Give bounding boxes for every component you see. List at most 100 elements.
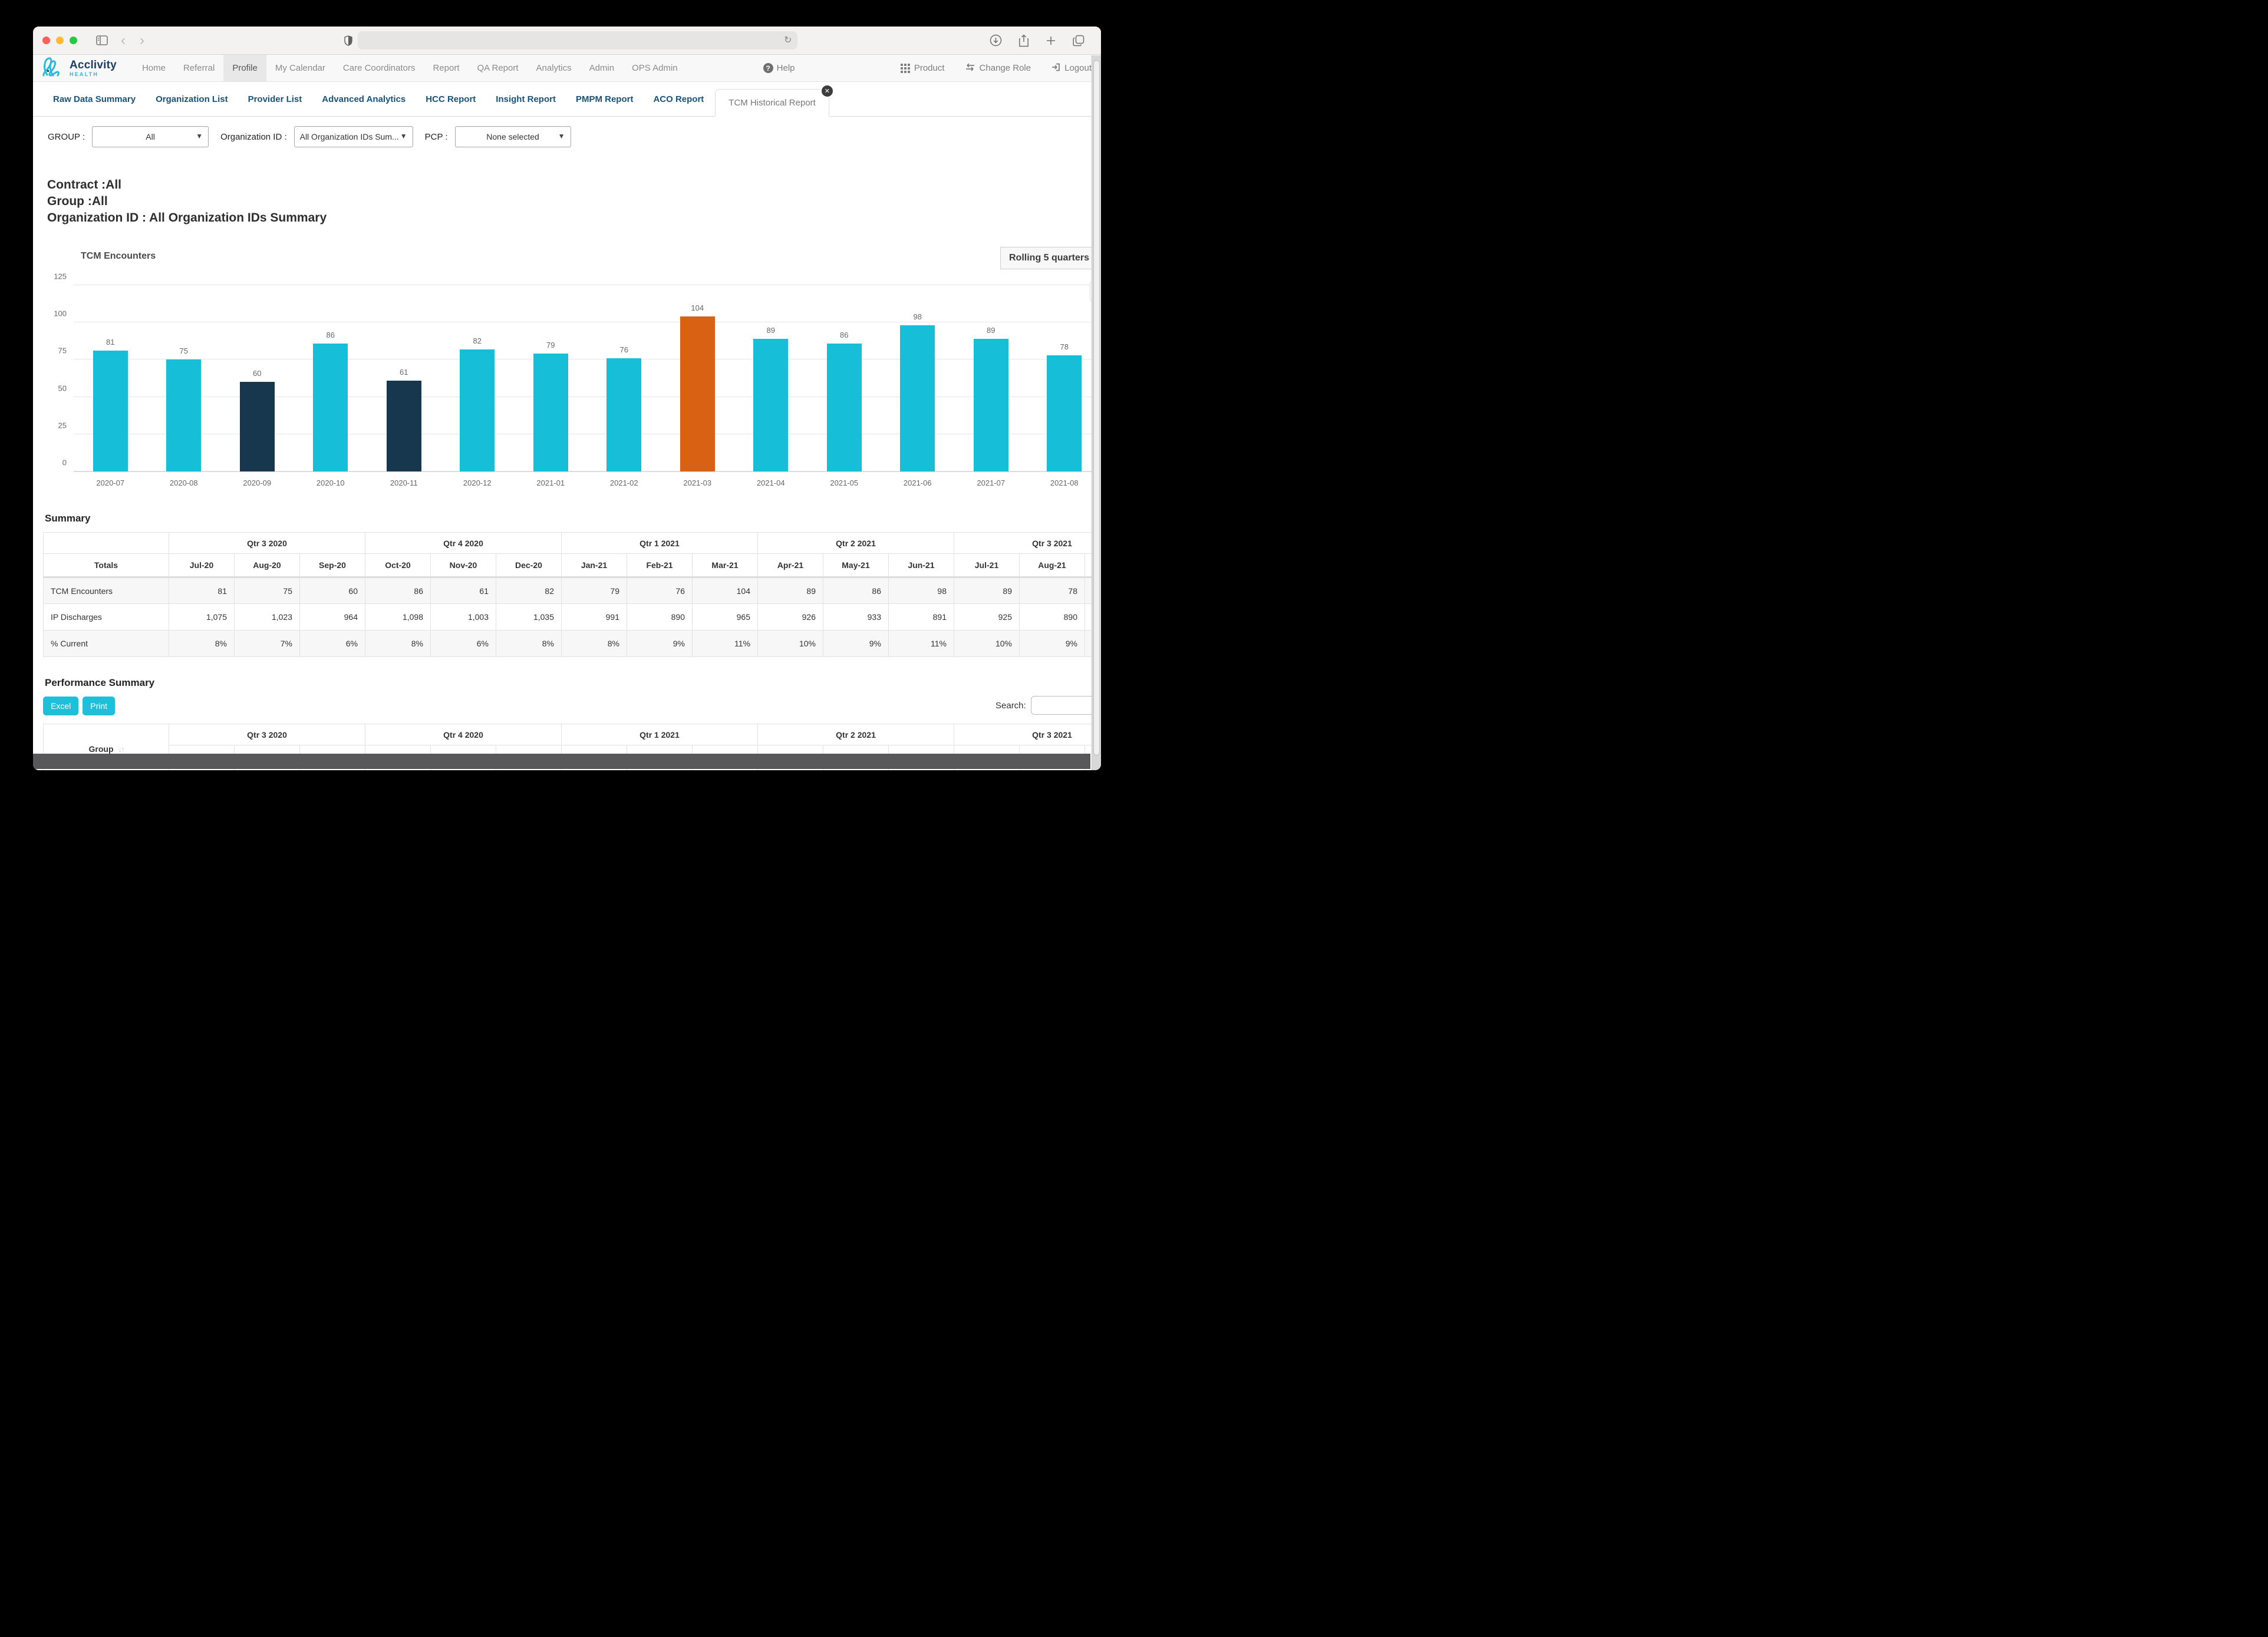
bar-2020-11[interactable] bbox=[386, 380, 421, 471]
nav-item-admin[interactable]: Admin bbox=[589, 63, 615, 73]
tab-advanced-analytics[interactable]: Advanced Analytics bbox=[322, 94, 406, 104]
nav-item-care-coordinators[interactable]: Care Coordinators bbox=[342, 63, 416, 73]
bar-value-label: 76 bbox=[619, 345, 628, 354]
month-label: Nov-20 bbox=[449, 560, 477, 570]
bar-group-2020-12[interactable]: 82 bbox=[441, 336, 515, 471]
print-button[interactable]: Print bbox=[83, 697, 116, 715]
excel-export-button[interactable]: Excel bbox=[43, 697, 79, 715]
bar-group-2021-02[interactable]: 76 bbox=[588, 345, 661, 471]
data-cell-empty bbox=[1084, 630, 1092, 657]
address-bar[interactable]: ↻ bbox=[357, 31, 797, 49]
reload-icon[interactable]: ↻ bbox=[784, 35, 792, 45]
rolling-quarters-button[interactable]: Rolling 5 quarters clai bbox=[1000, 247, 1101, 269]
new-tab-icon[interactable] bbox=[1046, 35, 1056, 46]
month-label: Sep-20 bbox=[319, 560, 346, 570]
bar-2021-02[interactable] bbox=[606, 358, 642, 471]
help-label: Help bbox=[776, 63, 795, 73]
logout-icon bbox=[1051, 62, 1060, 74]
forward-icon[interactable]: › bbox=[140, 32, 144, 48]
bar-2020-12[interactable] bbox=[460, 349, 495, 471]
data-cell: 991 bbox=[561, 603, 627, 631]
nav-item-analytics[interactable]: Analytics bbox=[536, 63, 572, 73]
bar-2021-07[interactable] bbox=[973, 339, 1008, 471]
bar-group-2020-11[interactable]: 61 bbox=[367, 368, 441, 471]
bar-group-2020-09[interactable]: 60 bbox=[220, 369, 294, 471]
pcp-select[interactable]: None selected ▼ bbox=[454, 126, 571, 147]
data-cell: 925 bbox=[954, 603, 1020, 631]
quarter-header-qtr-3-2020: Qtr 3 2020 bbox=[169, 532, 365, 554]
search-input[interactable] bbox=[1030, 696, 1101, 715]
month-label: Dec-20 bbox=[515, 560, 542, 570]
bar-group-2021-03[interactable]: 104 bbox=[661, 303, 734, 471]
change-role-button[interactable]: Change Role bbox=[965, 62, 1031, 74]
horizontal-scrollbar[interactable] bbox=[33, 754, 1090, 769]
sort-icon[interactable]: ↓↑ bbox=[118, 745, 125, 754]
bar-2021-08[interactable] bbox=[1047, 355, 1082, 471]
tab-provider-list[interactable]: Provider List bbox=[248, 94, 302, 104]
close-tab-icon[interactable]: ✕ bbox=[820, 84, 834, 98]
tab-hcc-report[interactable]: HCC Report bbox=[426, 94, 476, 104]
share-icon[interactable] bbox=[1018, 34, 1029, 47]
vertical-scrollbar[interactable] bbox=[1092, 55, 1101, 770]
nav-item-referral[interactable]: Referral bbox=[183, 63, 215, 73]
bar-2020-09[interactable] bbox=[239, 382, 275, 471]
contract-line: Contract :All bbox=[47, 178, 121, 192]
tab-organization-list[interactable]: Organization List bbox=[156, 94, 228, 104]
x-axis-label-2020-09: 2020-09 bbox=[243, 478, 272, 487]
nav-item-ops-admin[interactable]: OPS Admin bbox=[632, 63, 678, 73]
bar-group-2020-10[interactable]: 86 bbox=[294, 331, 368, 471]
tab-tcm-historical-report[interactable]: TCM Historical Report ✕ bbox=[715, 84, 834, 117]
bar-value-label: 98 bbox=[913, 312, 922, 322]
downloads-icon[interactable] bbox=[990, 34, 1002, 47]
close-window-button[interactable] bbox=[42, 37, 50, 44]
tab-raw-data-summary[interactable]: Raw Data Summary bbox=[53, 94, 136, 104]
back-icon[interactable]: ‹ bbox=[121, 32, 126, 48]
group-select[interactable]: All ▼ bbox=[92, 126, 209, 147]
data-cell: 6% bbox=[299, 630, 365, 657]
chevron-down-icon: ▼ bbox=[558, 132, 565, 140]
bar-group-2021-07[interactable]: 89 bbox=[954, 326, 1028, 471]
help-button[interactable]: ? Help bbox=[763, 55, 795, 81]
nav-item-report[interactable]: Report bbox=[433, 63, 460, 73]
bar-value-label: 86 bbox=[840, 330, 849, 339]
organization-select[interactable]: All Organization IDs Sum... ▼ bbox=[294, 126, 413, 147]
nav-item-qa-report[interactable]: QA Report bbox=[477, 63, 519, 73]
tab-pmpm-report[interactable]: PMPM Report bbox=[575, 94, 634, 104]
tab-overview-icon[interactable] bbox=[1073, 35, 1084, 47]
bar-group-2020-07[interactable]: 81 bbox=[74, 338, 147, 471]
bar-group-2021-01[interactable]: 79 bbox=[514, 341, 588, 471]
bar-value-label: 89 bbox=[766, 326, 775, 335]
bar-value-label: 79 bbox=[546, 341, 555, 350]
chevron-down-icon: ▼ bbox=[400, 132, 407, 140]
bar-2021-06[interactable] bbox=[900, 325, 935, 471]
sidebar-icon[interactable] bbox=[96, 35, 108, 45]
column-header-oct-20: Oct-20 bbox=[365, 553, 431, 577]
bar-2020-10[interactable] bbox=[313, 343, 348, 471]
vertical-scrollbar-thumb[interactable] bbox=[1093, 60, 1100, 755]
zoom-window-button[interactable] bbox=[70, 37, 77, 44]
bar-group-2021-08[interactable]: 78 bbox=[1028, 342, 1102, 471]
bar-2020-08[interactable] bbox=[166, 359, 202, 471]
bar-group-2021-04[interactable]: 89 bbox=[734, 326, 808, 471]
bar-2021-04[interactable] bbox=[753, 339, 789, 471]
bar-value-label: 89 bbox=[987, 326, 995, 335]
tab-insight-report[interactable]: Insight Report bbox=[496, 94, 556, 104]
brand[interactable]: Acclivity HEALTH bbox=[41, 55, 117, 81]
product-button[interactable]: Product bbox=[900, 63, 945, 73]
data-cell: 8% bbox=[169, 630, 235, 657]
bar-group-2021-05[interactable]: 86 bbox=[807, 331, 881, 471]
minimize-window-button[interactable] bbox=[56, 37, 64, 44]
logout-button[interactable]: Logout bbox=[1051, 62, 1092, 74]
tab-aco-report[interactable]: ACO Report bbox=[653, 94, 704, 104]
bar-2021-03[interactable] bbox=[680, 316, 715, 471]
nav-item-home[interactable]: Home bbox=[141, 63, 166, 73]
privacy-shield-icon[interactable] bbox=[344, 35, 352, 46]
bar-2021-01[interactable] bbox=[533, 354, 568, 471]
nav-item-my-calendar[interactable]: My Calendar bbox=[275, 63, 325, 73]
nav-item-profile[interactable]: Profile bbox=[223, 55, 266, 81]
chevron-down-icon: ▼ bbox=[196, 132, 203, 140]
bar-2021-05[interactable] bbox=[826, 343, 862, 471]
bar-group-2021-06[interactable]: 98 bbox=[881, 312, 955, 471]
bar-2020-07[interactable] bbox=[93, 351, 128, 471]
bar-group-2020-08[interactable]: 75 bbox=[147, 346, 221, 471]
